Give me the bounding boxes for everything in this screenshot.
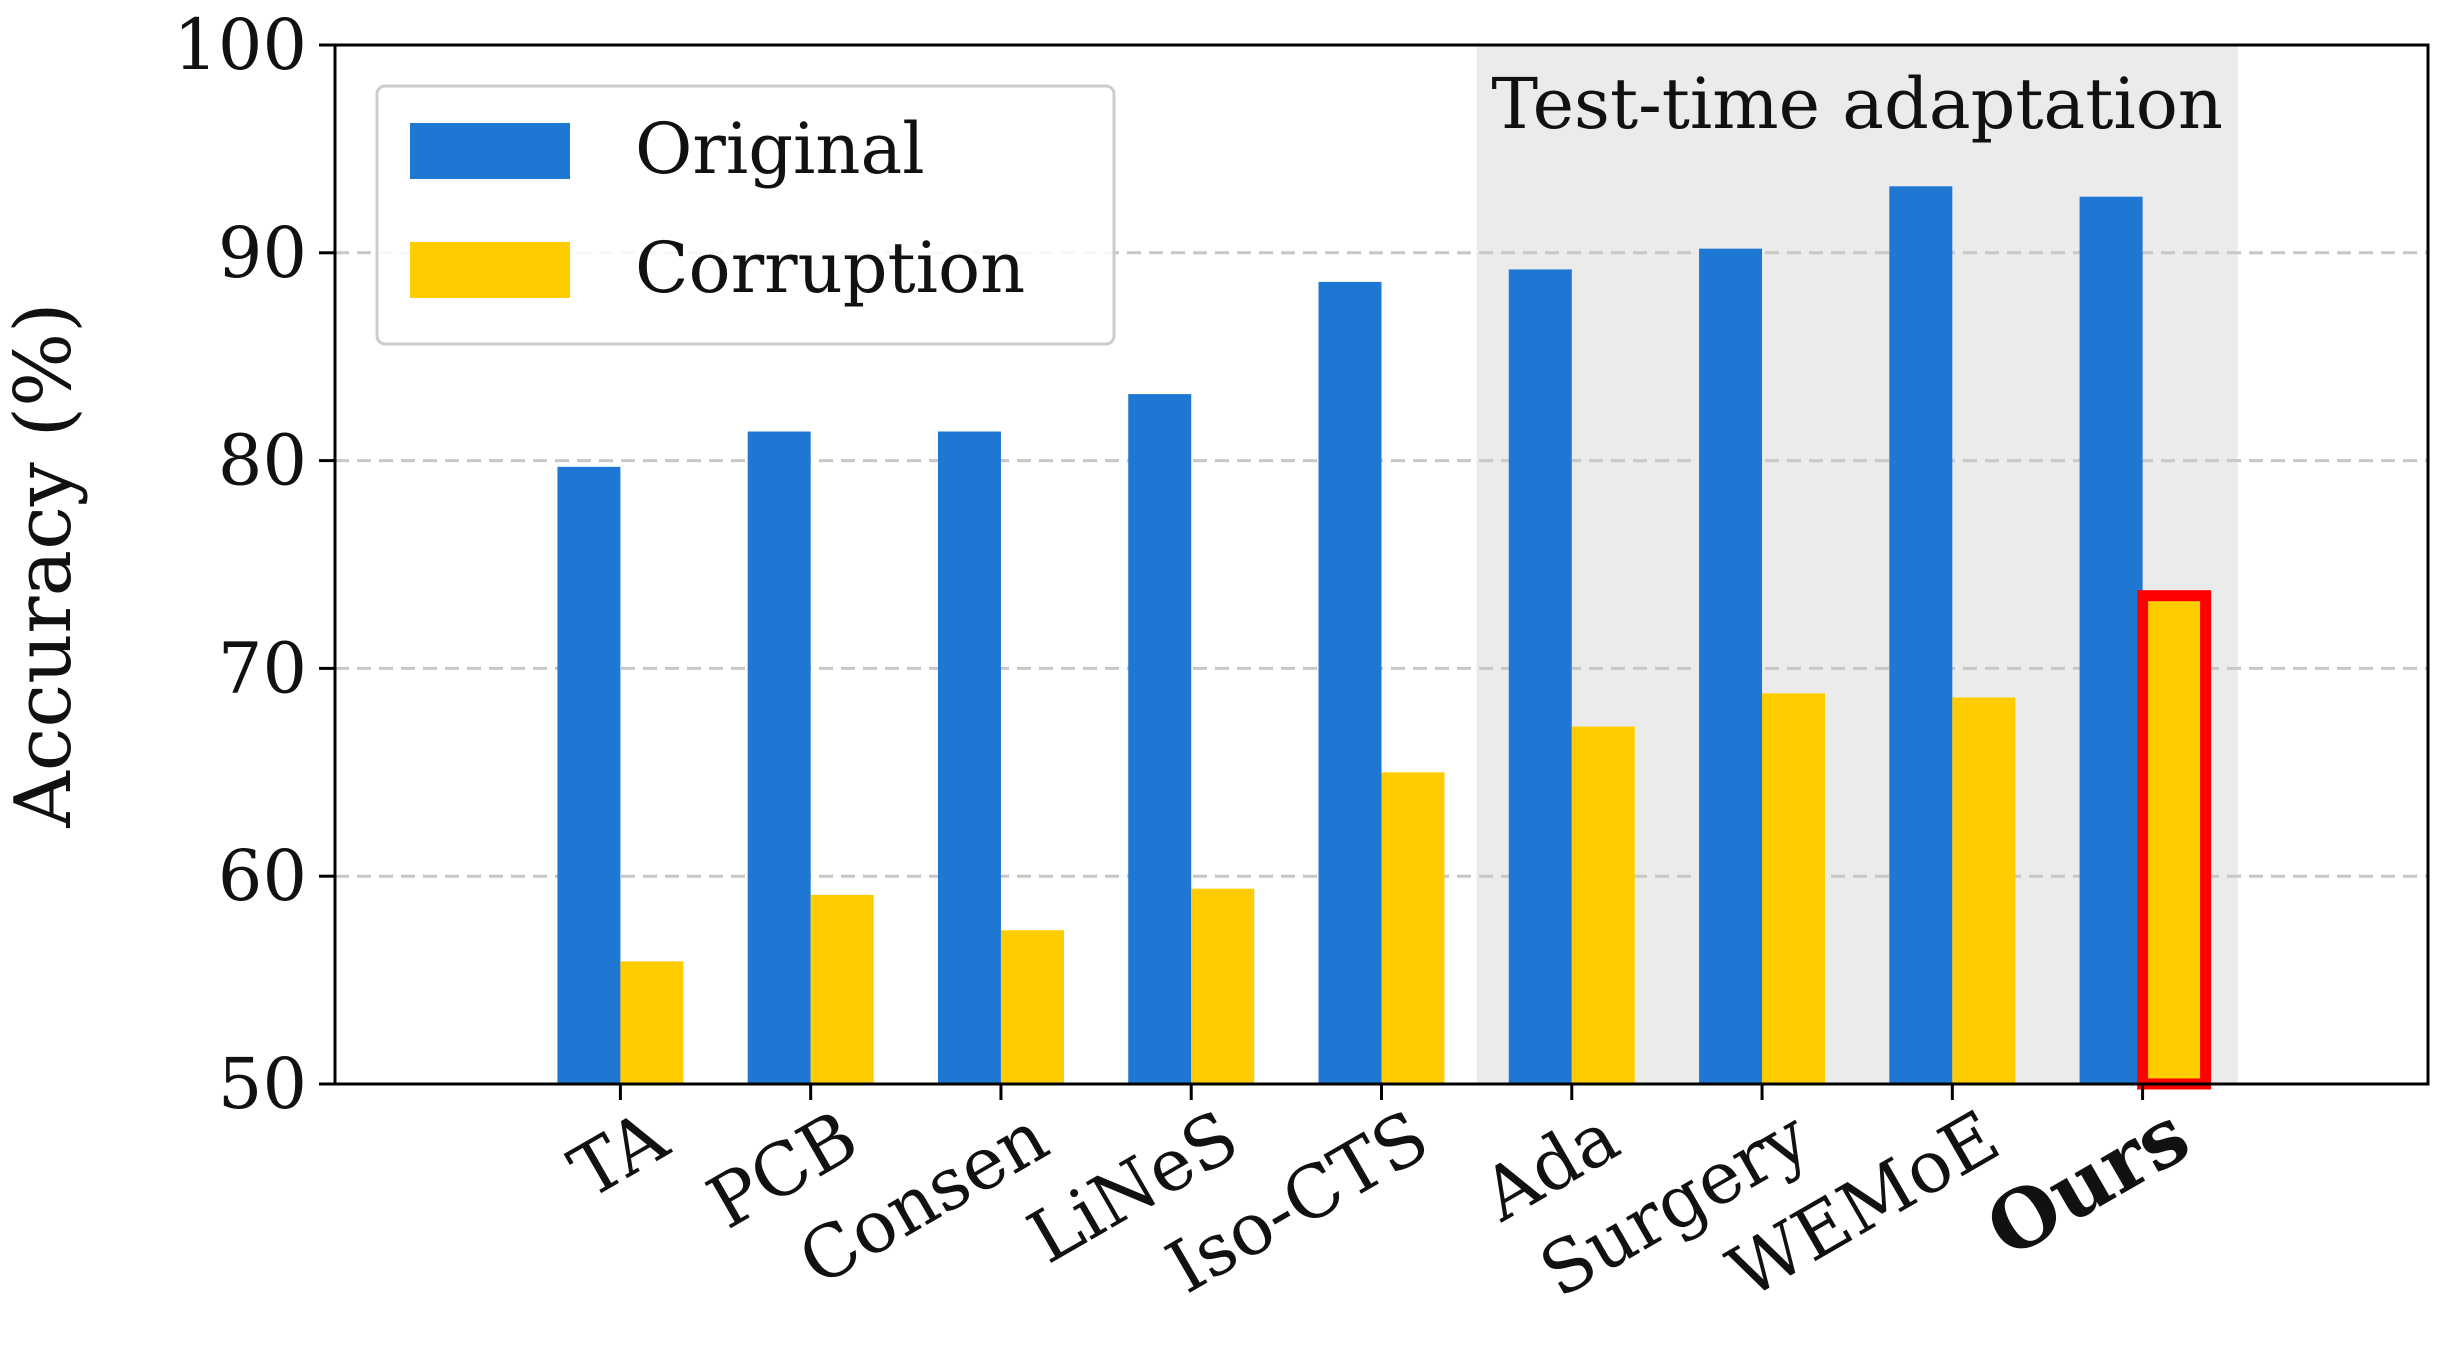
bars [557, 186, 2212, 1090]
legend-label-original: Original [635, 108, 925, 190]
bar-corruption-ours [2137, 590, 2212, 1090]
bar-original-ours [2079, 196, 2143, 1085]
y-tick-label: 100 [173, 4, 307, 86]
shaded-region-label: Test-time adaptation [1491, 63, 2223, 145]
x-tick-label: TA [556, 1093, 682, 1214]
bar-corruption-surgery [1762, 693, 1826, 1084]
bar-corruption-iso-cts [1381, 772, 1445, 1084]
bar-original-surgery [1699, 248, 1763, 1085]
bar-original-consen [937, 431, 1001, 1084]
x-tick-label: Ours [1971, 1087, 2204, 1276]
bar-original-pcb [747, 431, 811, 1084]
y-axis-label: Accuracy (%) [0, 302, 89, 828]
bar-corruption-ada [1571, 726, 1635, 1084]
axes [319, 43, 2430, 1100]
bar-corruption-pcb [810, 894, 874, 1084]
bar-original-ada [1508, 269, 1572, 1084]
bar-corruption-ta [620, 961, 684, 1084]
y-tick-label: 70 [218, 627, 307, 709]
bar-corruption-consen [1000, 930, 1064, 1084]
y-tick-label: 80 [218, 420, 307, 502]
legend-swatch-corruption [410, 242, 570, 298]
y-tick-label: 90 [218, 212, 307, 294]
y-tick-label: 50 [218, 1043, 307, 1125]
y-tick-label: 60 [218, 835, 307, 917]
bar-original-iso-cts [1318, 281, 1382, 1085]
legend-swatch-original [410, 123, 570, 179]
bar-original-ta [557, 466, 621, 1085]
bar-corruption-lines [1191, 888, 1255, 1084]
bar-corruption-wemoe [1952, 697, 2016, 1084]
bar-original-wemoe [1889, 186, 1953, 1084]
bar-original-lines [1128, 394, 1192, 1084]
legend-label-corruption: Corruption [635, 227, 1025, 309]
legend: Original Corruption [375, 84, 1116, 346]
